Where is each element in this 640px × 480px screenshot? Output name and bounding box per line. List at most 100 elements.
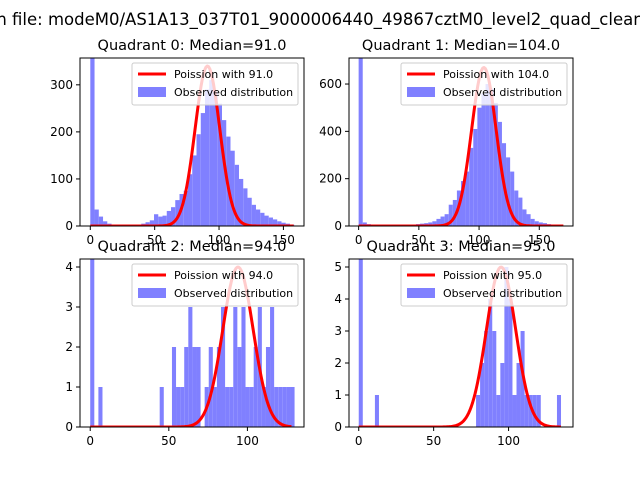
histogram-bar [286,387,291,427]
y-tick-label: 600 [319,77,342,91]
histogram-bar [171,347,177,427]
subplot-title: Quadrant 2: Median=94.0 [98,239,287,255]
histogram-bar [473,128,478,226]
legend-bar-swatch [407,87,435,97]
histogram-bar [440,216,445,226]
subplot-title: Quadrant 1: Median=104.0 [362,38,560,54]
histogram-bar [510,171,515,226]
x-tick-label: 100 [468,233,491,247]
histogram-bar [212,387,217,427]
subplot-quadrant-1: 0 50 100 150 0 200 400 600 Quadrant 1: Median=10… [319,38,574,247]
legend-label-observed: Observed distribution [443,86,562,99]
histogram-bar [90,58,95,226]
histogram-bar [237,347,242,427]
poisson-curve [89,265,292,427]
histogram-bar [154,214,159,226]
x-tick-label: 150 [272,233,295,247]
histogram-bar [477,107,482,226]
y-tick-label: 2 [65,340,73,354]
y-tick-label: 1 [65,380,73,394]
histogram-bar [530,218,535,226]
y-tick-label: 1 [334,388,342,402]
histogram-bar [94,209,99,226]
plot-area [358,259,562,427]
legend-label-poisson: Poission with 94.0 [174,269,273,282]
axes-frame [79,258,305,428]
y-tick-label: 0 [334,420,342,434]
histogram-bar [281,222,286,226]
histogram-bar [98,387,103,427]
subplot-title: Quadrant 0: Median=91.0 [98,38,287,54]
legend-bar-swatch [138,288,166,298]
legend: Poission with 94.0 Observed distribution [131,263,299,307]
histogram-bar [497,121,502,226]
histogram-bar [465,171,470,226]
histogram-bar [251,204,256,226]
histogram-bar [260,212,265,226]
histogram-bar [192,347,197,427]
histogram-bar [159,387,164,427]
legend-label-observed: Observed distribution [174,86,293,99]
legend: Poission with 95.0 Observed distribution [400,263,568,307]
histogram-bar [526,214,531,226]
y-tick-label: 400 [319,124,342,138]
legend: Poission with 104.0 Observed distribution [400,62,568,106]
histogram-bar [556,395,562,427]
y-tick-label: 0 [65,420,73,434]
histogram-bar [358,259,363,427]
legend-label-poisson: Poission with 95.0 [443,269,542,282]
histogram-bar [272,219,278,226]
histogram-bar [234,164,239,226]
histogram-bar [500,363,505,427]
legend-label-poisson: Poission with 91.0 [174,68,273,81]
histogram-bar [536,395,541,427]
histogram-bar [103,221,108,226]
x-tick-label: 100 [208,233,231,247]
x-tick-label: 150 [528,233,551,247]
histogram-bar [253,347,258,427]
histogram-bar [98,216,104,226]
histogram-bar [90,259,95,427]
histogram-bar [436,218,441,226]
histogram-bar [171,207,176,226]
y-tick-label: 3 [65,300,73,314]
histogram-bar [255,209,261,226]
x-tick-label: 0 [355,233,363,247]
histogram-bar [493,102,498,226]
histogram-bar [175,200,180,226]
x-tick-label: 0 [86,434,94,448]
axes-frame [348,57,574,227]
histogram-bar [496,395,501,427]
histogram-bar [481,93,486,226]
histogram-bar [274,387,279,427]
x-tick-label: 50 [411,233,426,247]
x-tick-label: 50 [426,434,441,448]
histogram-bar [516,363,521,427]
histogram-bar [532,395,537,427]
legend: Poission with 91.0 Observed distribution [131,62,299,106]
histogram-bar [508,299,513,427]
legend-box [400,62,568,106]
legend-box [400,263,568,307]
histogram-bar [149,220,155,226]
y-tick-label: 100 [50,172,73,186]
histogram-bar [290,387,295,427]
plot-area [89,259,295,427]
histogram-bar [528,395,533,427]
histogram-bar [448,204,453,226]
legend-bar-swatch [138,87,166,97]
histogram-bar [145,222,150,226]
subplot-title: Quadrant 3: Median=95.0 [367,239,556,255]
histogram-bar [249,387,254,427]
histogram-bar [243,188,248,226]
histogram-bar [183,190,189,226]
histogram-bar [208,347,213,427]
histogram-bar [245,387,250,427]
histogram-bar [461,181,466,226]
y-tick-label: 5 [334,260,342,274]
y-tick-label: 2 [334,356,342,370]
histogram-bar [432,221,437,226]
histogram-bar [225,387,230,427]
histogram-bar [229,387,234,427]
